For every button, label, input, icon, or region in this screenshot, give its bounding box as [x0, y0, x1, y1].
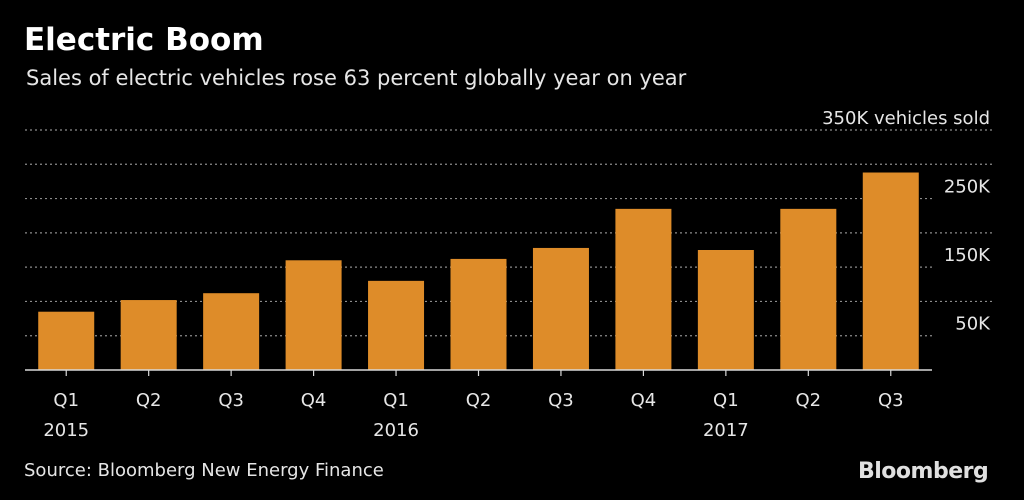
x-tick-label: Q1: [713, 390, 739, 411]
y-tick-label: 150K: [944, 245, 991, 266]
x-tick-label: Q1: [53, 390, 79, 411]
bar: [862, 172, 919, 370]
x-tick-label: Q1: [383, 390, 409, 411]
source-note: Source: Bloomberg New Energy Finance: [24, 460, 384, 481]
bar: [285, 260, 342, 370]
y-tick-label: 50K: [955, 314, 991, 335]
bar: [203, 293, 260, 370]
bar: [450, 258, 507, 370]
bar: [615, 208, 672, 370]
bar: [697, 250, 754, 370]
chart-title: Electric Boom: [24, 22, 264, 58]
chart-subtitle: Sales of electric vehicles rose 63 perce…: [26, 66, 687, 90]
bar: [780, 208, 837, 370]
bar: [368, 280, 425, 370]
y-tick-label: 250K: [944, 177, 991, 198]
x-tick-label: Q2: [136, 390, 162, 411]
bloomberg-logo: Bloomberg: [858, 459, 989, 484]
x-tick-label: Q4: [301, 390, 327, 411]
bar: [532, 247, 589, 370]
bars: [38, 172, 919, 370]
y-tick-label: 350K vehicles sold: [822, 108, 990, 129]
tick-labels: Q1 Q2 Q3 Q4 Q1 Q2 Q3 Q4 Q1 Q2 Q3 2015 2016 2017 50K 150…: [43, 108, 991, 441]
x-tick-label: Q3: [548, 390, 574, 411]
x-tick-label: Q2: [466, 390, 492, 411]
year-label: 2017: [703, 420, 749, 441]
x-tick-label: Q3: [878, 390, 904, 411]
x-tick-label: Q3: [218, 390, 244, 411]
bar: [120, 300, 177, 370]
bar: [38, 311, 95, 370]
year-label: 2016: [373, 420, 419, 441]
x-tick-label: Q2: [796, 390, 822, 411]
year-label: 2015: [43, 420, 89, 441]
axes: [25, 369, 932, 376]
x-tick-label: Q4: [631, 390, 657, 411]
